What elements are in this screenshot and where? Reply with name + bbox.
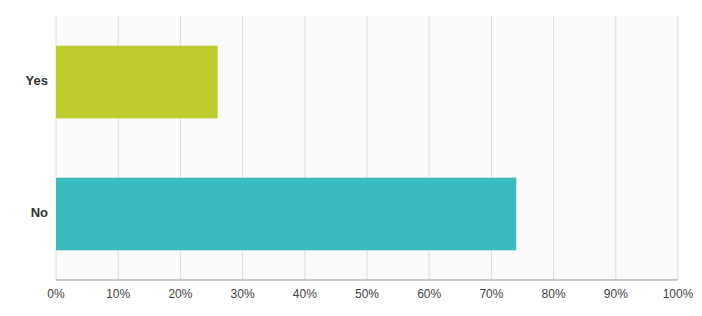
grid-line	[553, 16, 554, 280]
chart-container: 0% 10% 20% 30% 40% 50% 60% 70% 80% 90% 100% No Yes	[0, 0, 702, 316]
category-label: Yes	[26, 73, 48, 88]
y-tick-labels: No Yes	[26, 73, 48, 220]
x-tick-label: 50%	[355, 287, 379, 301]
bar	[56, 46, 218, 119]
category-label: No	[31, 205, 48, 220]
x-tick-label: 80%	[542, 287, 566, 301]
bar	[56, 178, 516, 251]
x-tick-labels: 0% 10% 20% 30% 40% 50% 60% 70% 80% 90% 100%	[47, 287, 693, 301]
grid	[56, 16, 678, 280]
grid-line	[615, 16, 616, 280]
plot-background	[56, 16, 678, 280]
grid-line	[678, 16, 679, 280]
bars	[56, 46, 516, 251]
x-tick-label: 60%	[417, 287, 441, 301]
x-tick-label: 90%	[604, 287, 628, 301]
x-tick-label: 10%	[106, 287, 130, 301]
x-tick-label: 70%	[479, 287, 503, 301]
x-axis-line	[56, 280, 678, 281]
x-tick-label: 100%	[663, 287, 694, 301]
x-tick-label: 40%	[293, 287, 317, 301]
chart-svg: 0% 10% 20% 30% 40% 50% 60% 70% 80% 90% 100% No Yes	[0, 0, 702, 316]
x-tick-label: 20%	[168, 287, 192, 301]
x-tick-label: 30%	[231, 287, 255, 301]
x-tick-label: 0%	[47, 287, 65, 301]
